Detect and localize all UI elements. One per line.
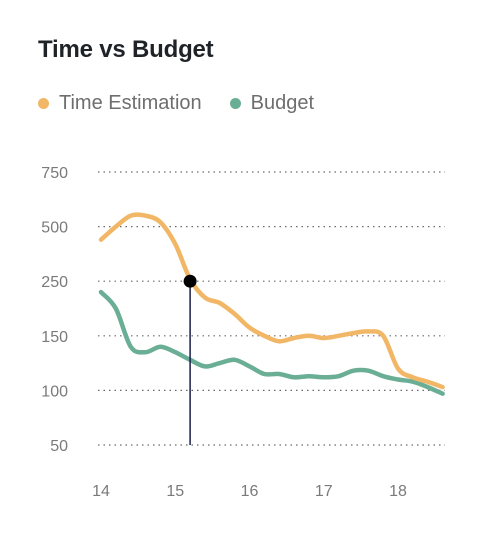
x-tick-labels: 14 15 16 17 18 — [92, 483, 407, 500]
legend-item-time-estimation[interactable]: Time Estimation — [38, 92, 202, 115]
x-tick-label: 16 — [241, 483, 259, 500]
legend-label-time-estimation: Time Estimation — [59, 92, 202, 114]
y-tick-labels: 750 500 250 150 100 50 — [41, 165, 68, 455]
x-tick-label: 18 — [389, 483, 407, 500]
series-lines — [98, 212, 445, 396]
legend-dot-time-estimation — [38, 98, 49, 109]
y-tick-label: 50 — [50, 438, 68, 455]
series-line-time-estimation[interactable] — [98, 212, 445, 390]
legend-label-budget: Budget — [250, 92, 315, 114]
series-line-budget[interactable] — [98, 289, 445, 396]
chart-title: Time vs Budget — [38, 36, 214, 63]
highlight-marker[interactable] — [183, 274, 197, 288]
x-tick-label: 14 — [92, 483, 110, 500]
x-tick-label: 15 — [166, 483, 184, 500]
highlight-layer — [183, 274, 197, 445]
y-tick-label: 750 — [41, 165, 68, 182]
legend-item-budget[interactable]: Budget — [229, 92, 315, 115]
y-tick-label: 100 — [41, 383, 68, 400]
y-tick-label: 150 — [41, 329, 68, 346]
x-tick-label: 17 — [315, 483, 333, 500]
chart-legend: Time Estimation Budget — [38, 92, 314, 115]
legend-dot-budget — [229, 98, 241, 109]
y-tick-label: 250 — [41, 274, 68, 291]
grid-lines — [98, 171, 445, 446]
y-tick-label: 500 — [41, 220, 68, 237]
